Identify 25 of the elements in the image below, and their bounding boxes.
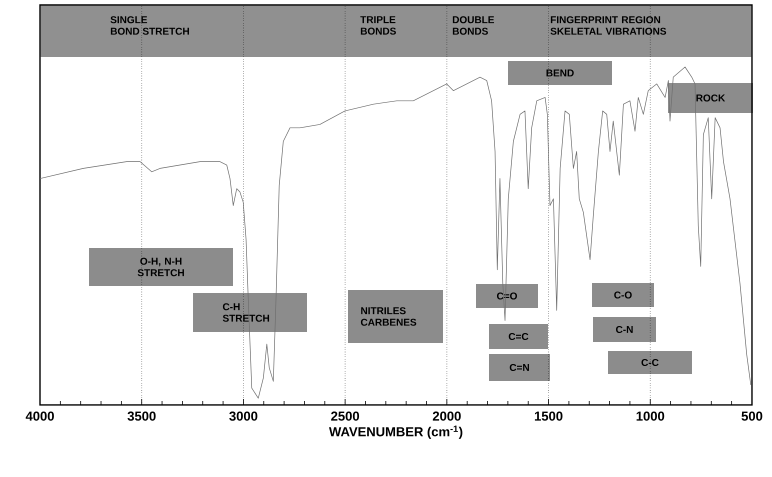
annotation: C-N — [616, 326, 633, 334]
x-tick-label: 2500 — [331, 412, 360, 421]
annotation: C-O — [614, 291, 632, 299]
text: FINGERPRINT REGION SKELETAL VIBRATIONS — [550, 16, 666, 35]
x-tick-label: 2000 — [432, 412, 461, 421]
annotation: O-H, N-H STRETCH — [138, 258, 184, 276]
text: SINGLE — [110, 16, 148, 24]
text: TRIPLE BONDS — [360, 16, 396, 35]
annotation: C=O — [496, 292, 517, 300]
text: BOND STRETCH — [110, 28, 189, 35]
x-tick-label: 1500 — [534, 412, 562, 421]
annotation: C-C — [642, 358, 659, 366]
x-tick-label: 4000 — [26, 412, 54, 421]
x-tick-label: 1000 — [636, 412, 664, 421]
annotation: C-H STRETCH — [222, 303, 270, 322]
x-tick-label: 500 — [742, 412, 762, 421]
x-tick-label: 3000 — [229, 412, 258, 421]
x-tick-label: 3500 — [128, 412, 156, 421]
x-axis-title: WAVENUMBER (cm$^{-1}$) — [328, 426, 462, 439]
annotation: ROCK — [696, 94, 726, 102]
annotation: BEND — [546, 70, 574, 76]
text: DOUBLE BONDS — [452, 16, 494, 35]
annotation: NITRILES CARBENES — [360, 307, 416, 326]
annotation: C=N — [510, 364, 529, 372]
annotation: C=C — [508, 332, 528, 340]
